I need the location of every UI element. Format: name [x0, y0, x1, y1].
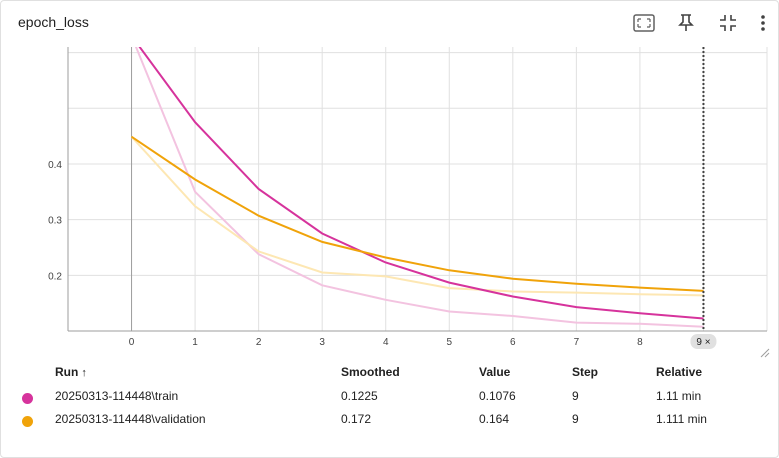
resize-handle-icon: [760, 348, 770, 358]
fullscreen-button[interactable]: [628, 11, 660, 35]
fullscreen-icon: [633, 14, 655, 32]
step-value: 9: [572, 412, 579, 426]
smoothed-value: 0.172: [341, 412, 372, 426]
y-tick-label: 0.3: [48, 216, 62, 227]
x-tick-label: 7: [574, 337, 580, 348]
run-color-dot: [22, 416, 33, 427]
more-vert-icon: [761, 15, 765, 31]
x-tick-label: 6: [510, 337, 516, 348]
fit-domain-icon: [720, 15, 736, 31]
smoothed-value: 0.1225: [341, 389, 378, 403]
hover-step-badge: [690, 334, 717, 349]
relative-time: 1.11 min: [656, 389, 702, 403]
pin-button[interactable]: [670, 11, 702, 35]
y-tick-label: 0.4: [48, 160, 62, 171]
card-toolbar: [628, 11, 772, 35]
more-options-button[interactable]: [754, 11, 772, 35]
run-name: 20250313-114448\train: [55, 389, 179, 403]
relative-time: 1.111 min: [656, 412, 707, 426]
x-tick-label: 5: [446, 337, 452, 348]
pin-icon: [678, 14, 694, 31]
line-chart[interactable]: 0.2 0.3 0.4 0 1 2 3 4 5 6 7 8 9 ×: [1, 45, 779, 361]
relative-column-header[interactable]: Relative: [656, 365, 703, 379]
table-row: 20250313-114448\validation 0.172 0.164 9…: [1, 409, 779, 432]
series-raw-line: [130, 136, 704, 297]
run-color-dot: [22, 393, 33, 404]
x-tick-label: 0: [129, 337, 135, 348]
card-title: epoch_loss: [18, 14, 89, 30]
raw-value: 0.1076: [479, 389, 516, 403]
step-column-header[interactable]: Step: [572, 365, 599, 379]
raw-value: 0.164: [479, 412, 510, 426]
x-tick-label: 2: [256, 337, 262, 348]
value-column-header[interactable]: Value: [479, 365, 511, 379]
fit-domain-button[interactable]: [712, 11, 744, 35]
series-smoothed-line: [138, 47, 704, 320]
x-tick-label: 1: [192, 337, 198, 348]
x-tick-label: 3: [319, 337, 325, 348]
y-tick-label: 0.2: [48, 271, 62, 282]
run-column-header[interactable]: Run ↑: [55, 365, 87, 379]
series-smoothed-line: [130, 135, 704, 292]
run-name: 20250313-114448\validation: [55, 412, 206, 426]
x-tick-label: 4: [383, 337, 389, 348]
smoothed-column-header[interactable]: Smoothed: [341, 365, 400, 379]
table-header: Run ↑ Smoothed Value Step Relative: [1, 363, 779, 386]
step-value: 9: [572, 389, 579, 403]
series-raw-line: [134, 47, 704, 328]
sort-arrow-icon: ↑: [81, 367, 87, 379]
hover-step-badge-label: 9 ×: [696, 337, 710, 348]
runs-table: Run ↑ Smoothed Value Step Relative 202503…: [1, 363, 779, 432]
table-row: 20250313-114448\train 0.1225 0.1076 9 1.…: [1, 386, 779, 409]
x-tick-label: 8: [637, 337, 643, 348]
